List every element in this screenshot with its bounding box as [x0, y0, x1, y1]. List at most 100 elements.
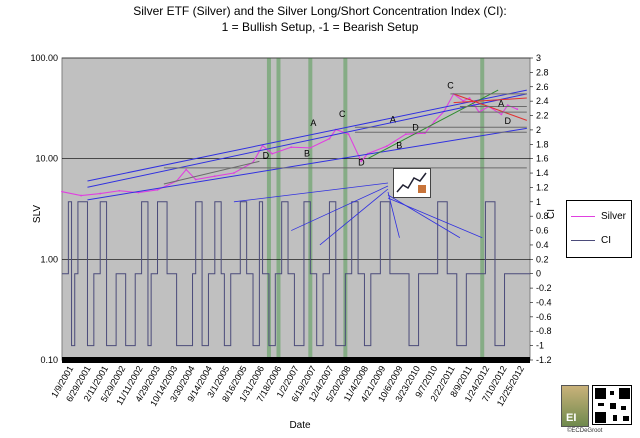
trend-line-1 [87, 89, 527, 182]
credit-text: ©ECDeGroot [567, 428, 603, 434]
y-right-tick-17: -0.4 [536, 297, 552, 307]
annotation-a-0: A [310, 118, 316, 128]
silver-point-27 [462, 99, 465, 102]
highlight-band-0 [266, 58, 271, 360]
silver-point-14 [290, 146, 293, 149]
silver-point-24 [433, 120, 436, 123]
y-right-tick-21: -1.2 [536, 355, 552, 365]
legend-label-ci: CI [601, 234, 611, 246]
silver-point-16 [328, 137, 331, 140]
legend-swatch-ci [571, 239, 595, 241]
chart-thumbnail-icon [393, 168, 431, 198]
chart-title: Silver ETF (Silver) and the Silver Long/… [133, 4, 507, 18]
y-right-tick-16: -0.2 [536, 283, 552, 293]
highlight-band-1 [276, 58, 281, 360]
series-silver [61, 93, 518, 197]
callout-line-5 [387, 197, 483, 239]
y-left-tick-2: 1.00 [40, 254, 58, 264]
y-left-label: SLV [32, 205, 43, 223]
chart-subtitle: 1 = Bullish Setup, -1 = Bearish Setup [221, 20, 419, 34]
legend-swatch-silver [571, 215, 595, 217]
y-right-tick-15: 0 [536, 269, 541, 279]
y-right-tick-14: 0.2 [536, 254, 549, 264]
y-right-tick-6: 1.8 [536, 139, 549, 149]
annotation-d-9: D [412, 123, 419, 133]
annotation-d-10: D [505, 116, 512, 126]
y-right-tick-9: 1.2 [536, 182, 549, 192]
y-right-tick-2: 2.6 [536, 82, 549, 92]
x-label: Date [289, 420, 311, 431]
annotation-a-1: A [390, 114, 396, 124]
y-left-tick-1: 10.00 [35, 154, 58, 164]
silver-point-23 [424, 132, 426, 135]
silver-point-9 [213, 175, 216, 178]
y-right-tick-11: 0.8 [536, 211, 549, 221]
y-right-tick-0: 3 [536, 53, 541, 63]
plot-area [61, 57, 531, 361]
silver-point-3 [118, 189, 121, 192]
silver-point-4 [137, 191, 140, 194]
trend-line-4 [453, 93, 527, 121]
annotation-b-4: B [396, 141, 402, 151]
silver-point-1 [80, 194, 83, 197]
y-right-label: CI [546, 209, 557, 219]
y-right-tick-3: 2.4 [536, 96, 549, 106]
ei-logo-icon: EI [561, 385, 589, 427]
legend-item-ci: CI [571, 233, 611, 247]
silver-point-21 [385, 145, 388, 148]
y-right-tick-12: 0.6 [536, 226, 549, 236]
annotation-a-2: A [498, 98, 504, 108]
silver-point-2 [99, 192, 102, 195]
silver-point-7 [185, 168, 188, 171]
highlight-band-3 [343, 58, 348, 360]
silver-point-10 [233, 172, 235, 174]
silver-point-18 [347, 133, 350, 136]
y-right-tick-5: 2 [536, 125, 541, 135]
silver-point-19 [360, 160, 363, 163]
silver-point-33 [516, 108, 519, 111]
annotation-b-3: B [304, 149, 310, 159]
y-right-tick-7: 1.6 [536, 154, 549, 164]
y-left-tick-3: 0.10 [40, 355, 58, 365]
qr-code-icon [592, 385, 632, 425]
silver-point-0 [61, 190, 63, 193]
trend-line-0 [87, 93, 527, 188]
legend: Silver CI [566, 200, 632, 258]
callout-line-4 [387, 194, 461, 239]
silver-point-5 [156, 188, 159, 191]
silver-point-28 [468, 97, 471, 99]
legend-item-silver: Silver [571, 209, 626, 223]
callout-line-3 [387, 191, 400, 238]
callout-line-0 [233, 182, 389, 203]
trend-line-2 [87, 127, 527, 201]
y-right-tick-20: -1 [536, 341, 544, 351]
y-right-tick-8: 1.4 [536, 168, 549, 178]
silver-point-31 [500, 113, 503, 116]
y-right-tick-10: 1 [536, 197, 541, 207]
annotation-d-8: D [358, 157, 365, 167]
silver-point-22 [404, 133, 407, 136]
trend-line-5 [453, 97, 527, 104]
silver-point-8 [194, 178, 197, 181]
annotation-c-6: C [447, 80, 454, 90]
y-left-tick-0: 100.00 [30, 53, 58, 63]
callout-line-2 [319, 188, 389, 246]
annotation-d-7: D [263, 151, 270, 161]
y-right-tick-18: -0.6 [536, 312, 552, 322]
y-right-tick-1: 2.8 [536, 67, 549, 77]
legend-label-silver: Silver [601, 210, 627, 222]
series-ci [62, 201, 530, 347]
annotation-c-5: C [339, 109, 346, 119]
logo-text: EI [566, 412, 577, 424]
trend-line-6 [163, 160, 260, 185]
y-right-tick-19: -0.8 [536, 326, 552, 336]
silver-point-32 [506, 104, 509, 107]
silver-point-13 [271, 152, 274, 155]
y-right-tick-4: 2.2 [536, 111, 549, 121]
x-axis-bar [62, 357, 530, 363]
highlight-band-4 [480, 58, 485, 360]
silver-point-15 [309, 146, 312, 149]
callout-line-1 [291, 185, 389, 231]
y-right-tick-13: 0.4 [536, 240, 549, 250]
